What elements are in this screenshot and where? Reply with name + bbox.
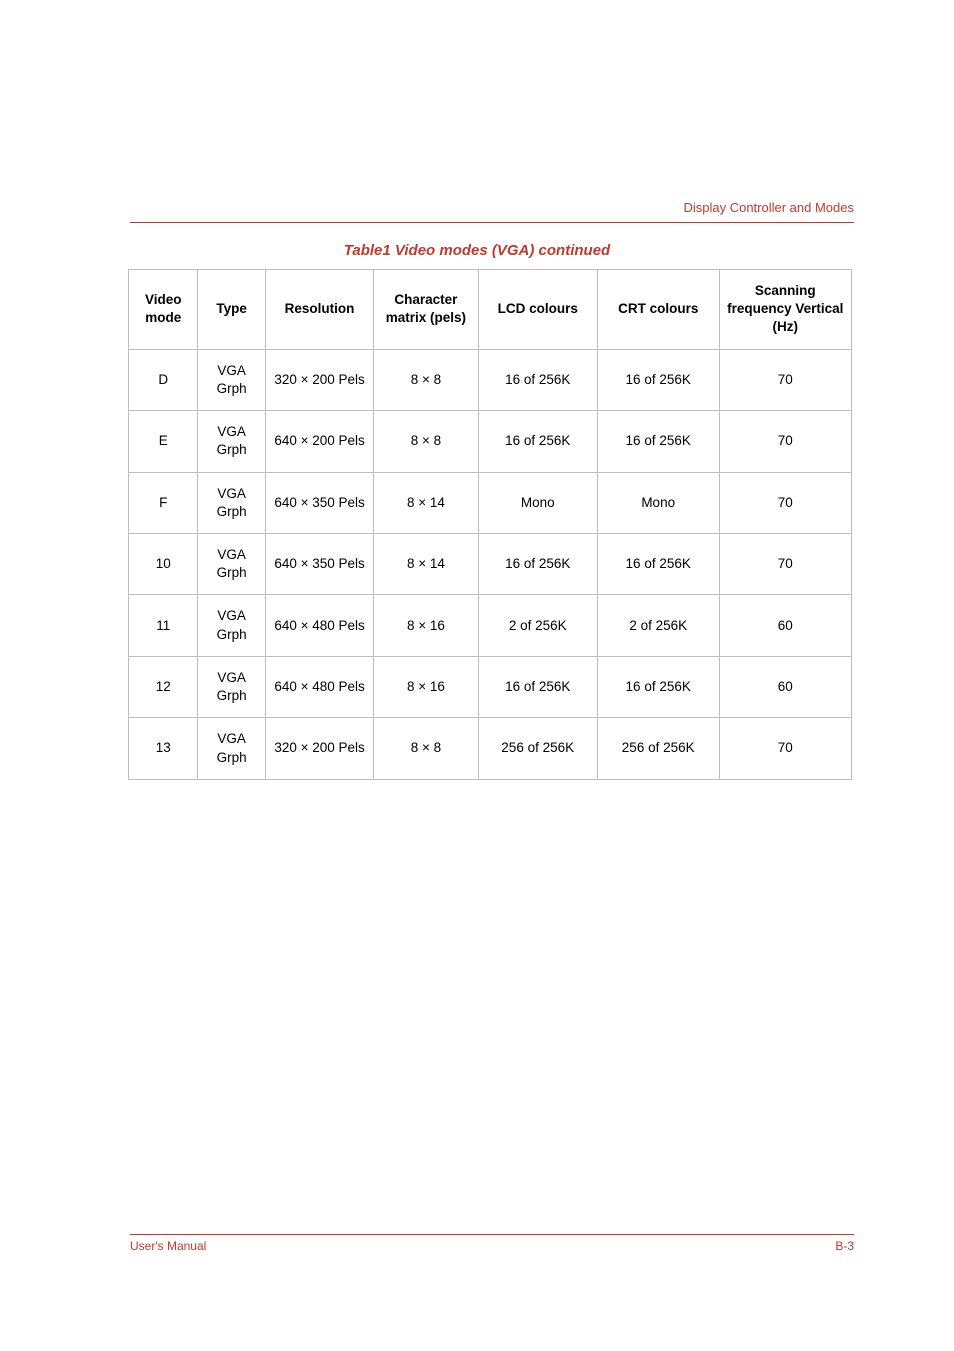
page-footer: User's Manual B-3 <box>130 1234 854 1253</box>
cell-video-mode: 13 <box>129 718 198 779</box>
cell-crt-colours: 256 of 256K <box>597 718 719 779</box>
table-row: 10 VGA Grph 640 × 350 Pels 8 × 14 16 of … <box>129 533 852 594</box>
table-row: 11 VGA Grph 640 × 480 Pels 8 × 16 2 of 2… <box>129 595 852 656</box>
cell-type: VGA Grph <box>198 656 265 717</box>
col-header-type: Type <box>198 270 265 350</box>
cell-video-mode: F <box>129 472 198 533</box>
cell-scan-freq: 70 <box>719 718 852 779</box>
col-header-char-matrix: Character matrix (pels) <box>374 270 478 350</box>
section-header-label: Display Controller and Modes <box>683 200 854 215</box>
cell-resolution: 320 × 200 Pels <box>265 349 374 410</box>
cell-lcd-colours: 256 of 256K <box>478 718 597 779</box>
table-title: Table1 Video modes (VGA) continued <box>100 242 854 259</box>
cell-video-mode: 10 <box>129 533 198 594</box>
cell-scan-freq: 60 <box>719 595 852 656</box>
cell-crt-colours: 2 of 256K <box>597 595 719 656</box>
footer-left: User's Manual <box>130 1239 206 1253</box>
cell-type: VGA Grph <box>198 595 265 656</box>
footer-row: User's Manual B-3 <box>130 1239 854 1253</box>
cell-type: VGA Grph <box>198 472 265 533</box>
cell-resolution: 320 × 200 Pels <box>265 718 374 779</box>
cell-resolution: 640 × 350 Pels <box>265 472 374 533</box>
table-row: 13 VGA Grph 320 × 200 Pels 8 × 8 256 of … <box>129 718 852 779</box>
col-header-scanning-freq: Scanning frequency Vertical (Hz) <box>719 270 852 350</box>
cell-resolution: 640 × 200 Pels <box>265 411 374 472</box>
cell-type: VGA Grph <box>198 533 265 594</box>
cell-video-mode: 12 <box>129 656 198 717</box>
cell-lcd-colours: 16 of 256K <box>478 656 597 717</box>
cell-scan-freq: 60 <box>719 656 852 717</box>
cell-crt-colours: 16 of 256K <box>597 349 719 410</box>
cell-crt-colours: 16 of 256K <box>597 533 719 594</box>
cell-type: VGA Grph <box>198 718 265 779</box>
cell-lcd-colours: Mono <box>478 472 597 533</box>
cell-resolution: 640 × 350 Pels <box>265 533 374 594</box>
table-row: D VGA Grph 320 × 200 Pels 8 × 8 16 of 25… <box>129 349 852 410</box>
cell-type: VGA Grph <box>198 411 265 472</box>
cell-scan-freq: 70 <box>719 533 852 594</box>
cell-video-mode: E <box>129 411 198 472</box>
table-row: F VGA Grph 640 × 350 Pels 8 × 14 Mono Mo… <box>129 472 852 533</box>
cell-resolution: 640 × 480 Pels <box>265 595 374 656</box>
table-row: E VGA Grph 640 × 200 Pels 8 × 8 16 of 25… <box>129 411 852 472</box>
cell-char-matrix: 8 × 14 <box>374 533 478 594</box>
col-header-lcd-colours: LCD colours <box>478 270 597 350</box>
cell-lcd-colours: 16 of 256K <box>478 411 597 472</box>
col-header-video-mode: Video mode <box>129 270 198 350</box>
cell-char-matrix: 8 × 14 <box>374 472 478 533</box>
cell-crt-colours: Mono <box>597 472 719 533</box>
cell-char-matrix: 8 × 8 <box>374 411 478 472</box>
cell-video-mode: 11 <box>129 595 198 656</box>
table-row: 12 VGA Grph 640 × 480 Pels 8 × 16 16 of … <box>129 656 852 717</box>
footer-right: B-3 <box>835 1239 854 1253</box>
cell-lcd-colours: 2 of 256K <box>478 595 597 656</box>
col-header-crt-colours: CRT colours <box>597 270 719 350</box>
cell-scan-freq: 70 <box>719 349 852 410</box>
video-modes-table-wrap: Video mode Type Resolution Character mat… <box>128 269 854 780</box>
cell-type: VGA Grph <box>198 349 265 410</box>
cell-video-mode: D <box>129 349 198 410</box>
table-header-row: Video mode Type Resolution Character mat… <box>129 270 852 350</box>
cell-lcd-colours: 16 of 256K <box>478 533 597 594</box>
cell-char-matrix: 8 × 8 <box>374 349 478 410</box>
col-header-resolution: Resolution <box>265 270 374 350</box>
cell-crt-colours: 16 of 256K <box>597 411 719 472</box>
cell-crt-colours: 16 of 256K <box>597 656 719 717</box>
video-modes-table: Video mode Type Resolution Character mat… <box>128 269 852 780</box>
cell-scan-freq: 70 <box>719 472 852 533</box>
cell-char-matrix: 8 × 16 <box>374 595 478 656</box>
cell-resolution: 640 × 480 Pels <box>265 656 374 717</box>
cell-char-matrix: 8 × 8 <box>374 718 478 779</box>
cell-char-matrix: 8 × 16 <box>374 656 478 717</box>
page: Display Controller and Modes Table1 Vide… <box>0 0 954 1351</box>
table-body: D VGA Grph 320 × 200 Pels 8 × 8 16 of 25… <box>129 349 852 779</box>
footer-rule <box>130 1234 854 1235</box>
cell-lcd-colours: 16 of 256K <box>478 349 597 410</box>
header-rule <box>130 222 854 223</box>
cell-scan-freq: 70 <box>719 411 852 472</box>
